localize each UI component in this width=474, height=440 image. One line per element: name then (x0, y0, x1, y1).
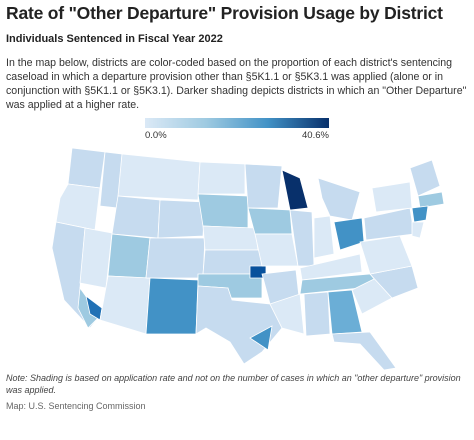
district (202, 225, 259, 251)
district (333, 217, 365, 251)
district (409, 159, 441, 197)
district (145, 237, 206, 279)
note: Note: Shading is based on application ra… (6, 373, 461, 395)
source: Map: U.S. Sentencing Commission (6, 401, 146, 411)
district (371, 181, 413, 213)
district (197, 193, 249, 229)
district (197, 161, 246, 195)
district (363, 207, 415, 241)
district (247, 207, 293, 235)
district (281, 169, 309, 211)
district (67, 147, 106, 189)
district (359, 235, 413, 275)
district (299, 253, 363, 281)
legend-gradient (145, 118, 329, 128)
district (417, 191, 445, 209)
district (303, 291, 331, 337)
district (107, 233, 151, 279)
district (411, 221, 425, 239)
district (145, 277, 199, 335)
legend-min-label: 0.0% (145, 130, 167, 141)
district (269, 293, 305, 335)
district (313, 215, 335, 259)
district (327, 289, 363, 335)
us-district-map (51, 147, 445, 370)
district (254, 233, 299, 267)
title: Rate of "Other Departure" Provision Usag… (6, 3, 443, 23)
district (157, 199, 206, 239)
district (111, 195, 161, 239)
subtitle: Individuals Sentenced in Fiscal Year 202… (6, 33, 223, 45)
district (99, 275, 151, 335)
description: In the map below, districts are color-co… (6, 57, 467, 111)
district (331, 331, 397, 370)
district (244, 163, 283, 209)
district (249, 325, 273, 351)
district (317, 177, 361, 221)
legend-max-label: 40.6% (302, 130, 329, 141)
district (411, 205, 429, 223)
district (117, 153, 201, 201)
